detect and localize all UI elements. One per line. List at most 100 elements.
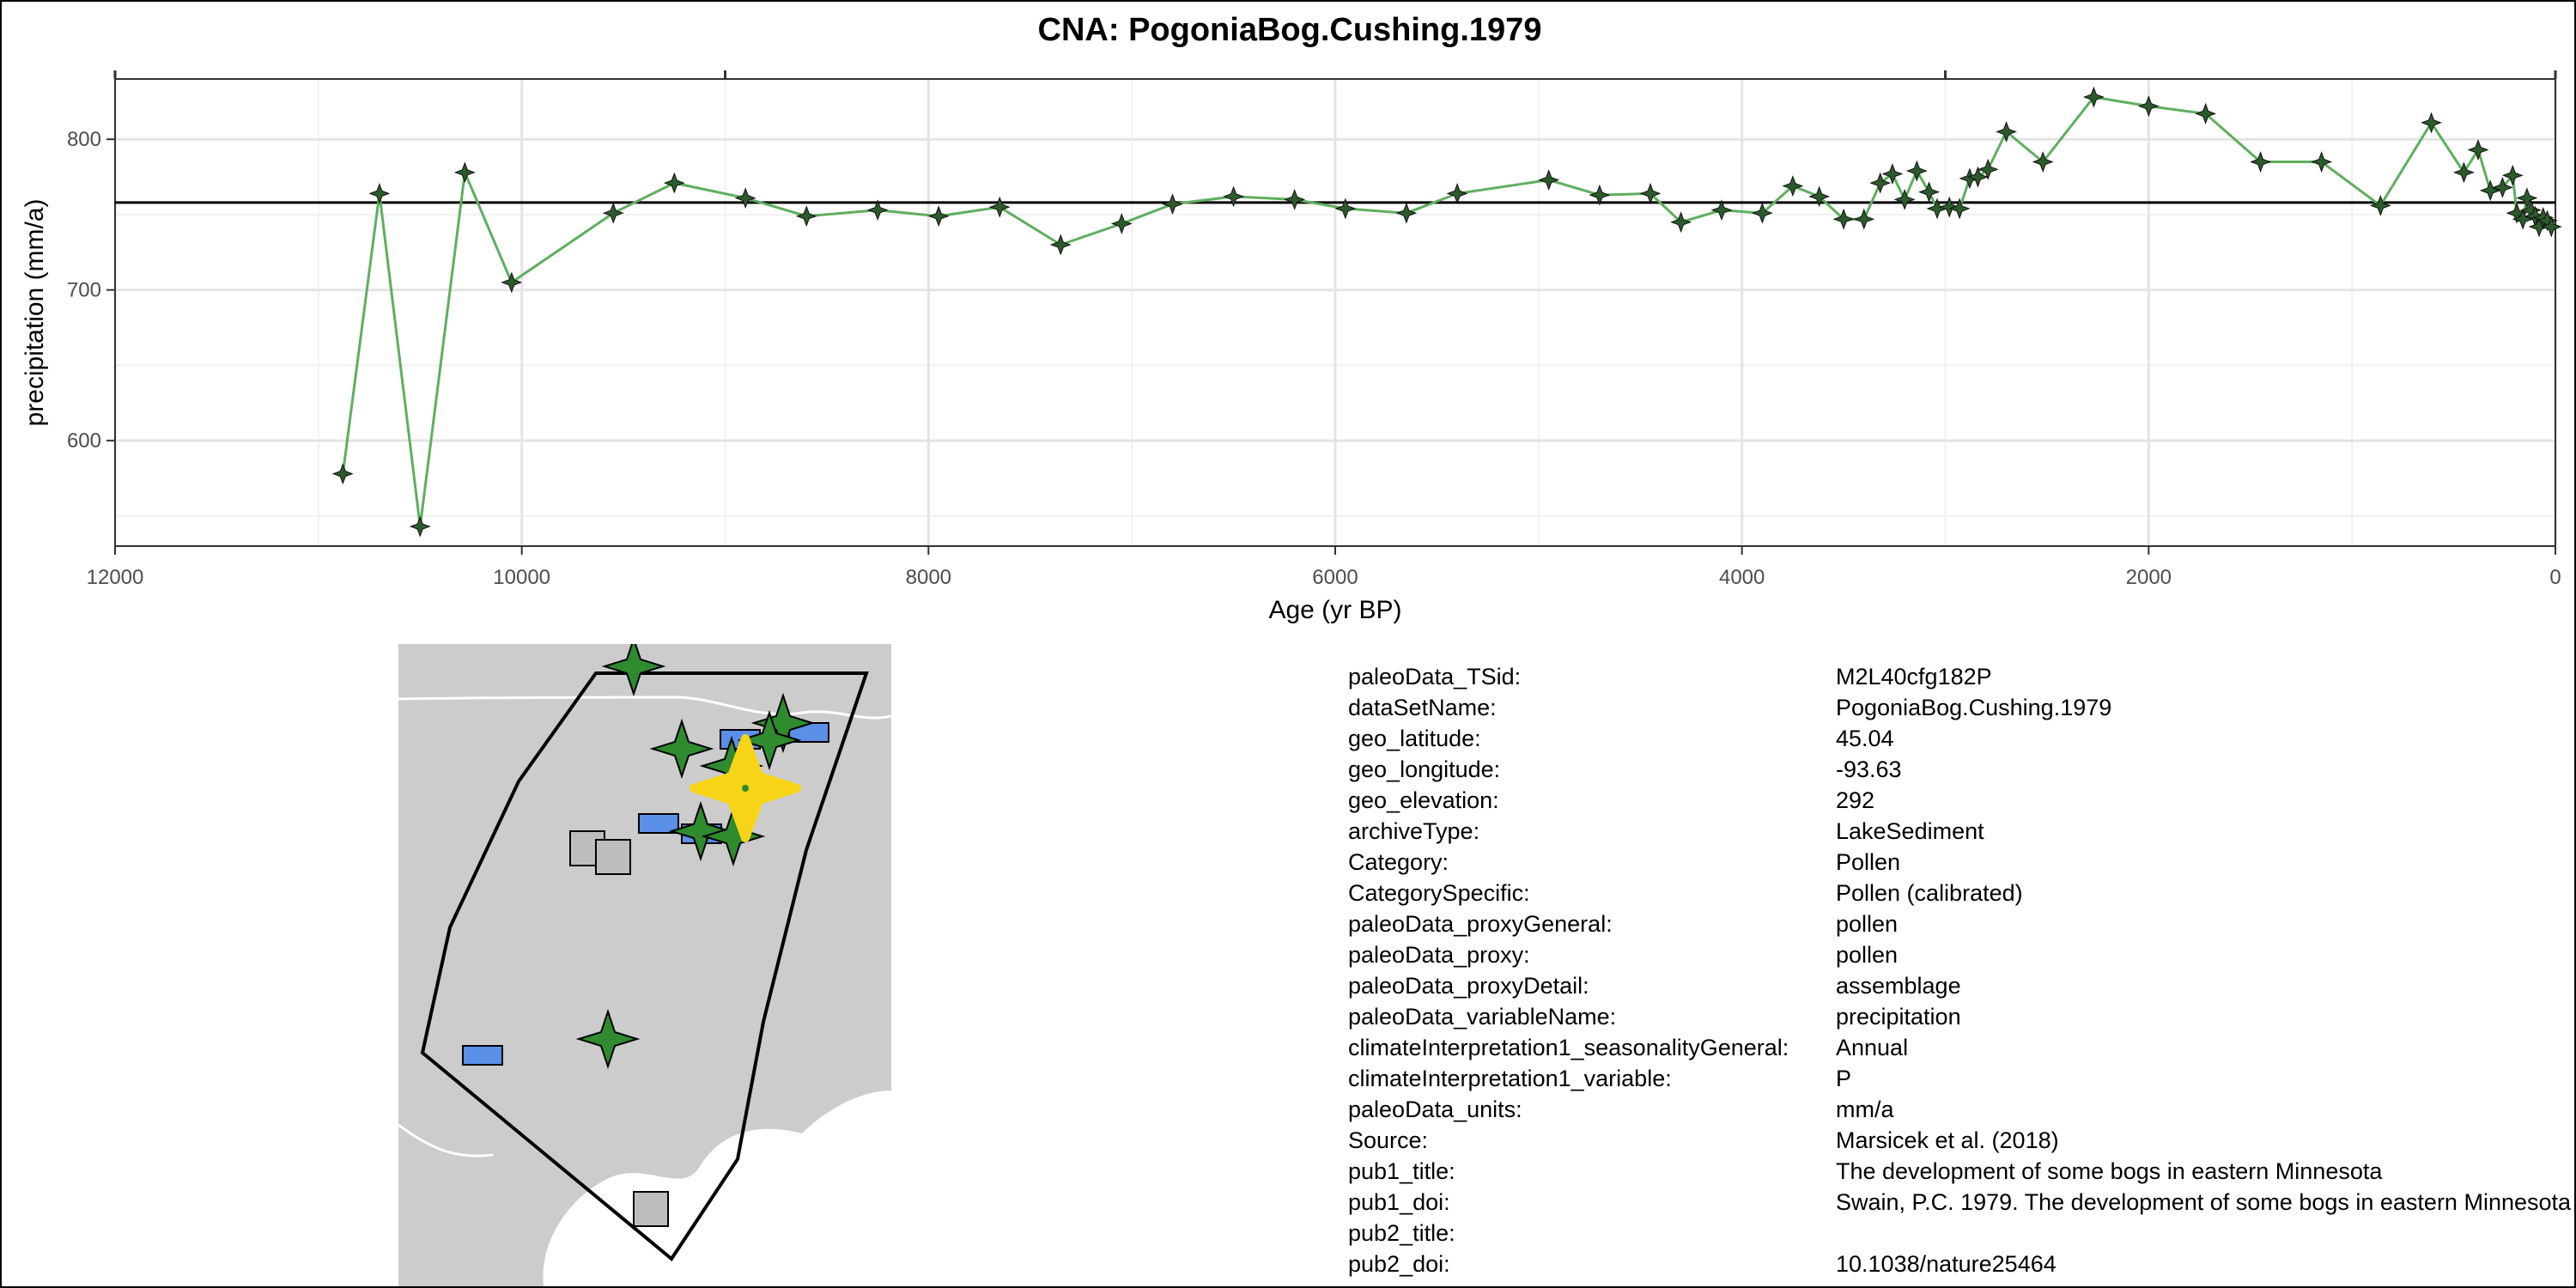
data-point — [2195, 102, 2217, 125]
metadata-row: climateInterpretation1_seasonalityGenera… — [1348, 1032, 2574, 1063]
data-point — [1395, 202, 1418, 224]
data-point — [663, 172, 685, 194]
metadata-key: pub2_title: — [1348, 1220, 1455, 1246]
metadata-value: -93.63 — [1836, 756, 1902, 782]
metadata-value: Pollen (calibrated) — [1836, 880, 2023, 906]
map-markers — [462, 644, 829, 1227]
metadata-key: geo_longitude: — [1348, 756, 1501, 782]
data-point — [1589, 184, 1611, 206]
metadata-row: pub2_title: — [1348, 1218, 2574, 1249]
y-axis-title: precipitation (mm/a) — [21, 198, 49, 426]
star-marker — [601, 644, 666, 697]
y-tick-label: 600 — [67, 429, 101, 453]
data-point — [2501, 164, 2524, 186]
map-border-line — [398, 696, 891, 720]
metadata-key: paleoData_TSid: — [1348, 664, 1522, 690]
metadata-value: The development of some bogs in eastern … — [1836, 1158, 2383, 1184]
map-region-outline — [420, 671, 869, 1261]
data-point — [453, 161, 476, 184]
metadata-key: archiveType: — [1348, 818, 1480, 844]
metadata-key: pub2_doi: — [1348, 1251, 1450, 1277]
data-point — [734, 187, 756, 210]
data-point — [409, 515, 431, 538]
metadata-row: paleoData_TSid: M2L40cfg182P — [1348, 661, 2574, 692]
metadata-value: assemblage — [1836, 973, 1961, 999]
axes — [106, 70, 2557, 555]
metadata-row: geo_latitude: 45.04 — [1348, 723, 2574, 754]
series-line — [341, 95, 2553, 527]
data-point — [927, 205, 950, 228]
map-north-region — [398, 644, 891, 720]
metadata-key: geo_elevation: — [1348, 787, 1499, 813]
data-point — [2479, 179, 2501, 202]
data-point — [2032, 151, 2054, 173]
metadata-value: mm/a — [1836, 1097, 1894, 1122]
x-tick-label: 2000 — [2126, 566, 2172, 589]
site-map — [398, 644, 891, 1286]
metadata-row: paleoData_proxy: pollen — [1348, 939, 2574, 970]
metadata-value: Marsicek et al. (2018) — [1836, 1127, 2059, 1153]
y-tick-label: 800 — [67, 128, 101, 151]
data-point — [1670, 211, 1692, 234]
data-point — [1223, 185, 1245, 208]
metadata-key: CategorySpecific: — [1348, 880, 1530, 906]
square-marker — [633, 1191, 669, 1227]
data-point — [2082, 86, 2105, 108]
data-point — [2137, 95, 2160, 118]
x-tick-label: 0 — [2549, 566, 2561, 589]
metadata-key: pub1_doi: — [1348, 1189, 1450, 1215]
metadata-key: geo_latitude: — [1348, 726, 1481, 751]
metadata-value: 45.04 — [1836, 726, 1894, 751]
metadata-value: 10.1038/nature25464 — [1836, 1251, 2057, 1277]
star-marker — [668, 800, 733, 862]
data-point — [1751, 202, 1773, 224]
metadata-key: pub1_title: — [1348, 1158, 1455, 1184]
metadata-value: precipitation — [1836, 1004, 1961, 1030]
metadata-row: paleoData_units: mm/a — [1348, 1094, 2574, 1125]
metadata-row: geo_longitude: -93.63 — [1348, 754, 2574, 785]
data-point — [2467, 139, 2489, 161]
data-point — [1710, 199, 1733, 222]
metadata-row: climateInterpretation1_variable: P — [1348, 1063, 2574, 1094]
chart-area: 12000 10000 8000 6000 4000 2000 0 600 700 800 Age… — [21, 70, 2562, 624]
metadata-row: Category: Pollen — [1348, 847, 2574, 878]
x-tick-label: 10000 — [493, 566, 550, 589]
map-state-line — [398, 1123, 494, 1157]
data-point — [1977, 158, 1999, 180]
data-point — [2453, 161, 2475, 184]
data-point — [1832, 208, 1855, 230]
metadata-row: paleoData_proxyGeneral: pollen — [1348, 908, 2574, 939]
data-point — [368, 182, 391, 204]
data-point — [1853, 208, 1875, 230]
metadata-key: Category: — [1348, 849, 1449, 875]
metadata-row: dataSetName: PogoniaBog.Cushing.1979 — [1348, 692, 2574, 723]
data-point — [1948, 197, 1971, 220]
star-marker — [649, 718, 714, 780]
metadata-row: CategorySpecific: Pollen (calibrated) — [1348, 878, 2574, 908]
data-point — [1446, 182, 1468, 204]
data-point — [1996, 120, 2017, 143]
metadata-row: archiveType: LakeSediment — [1348, 816, 2574, 847]
data-point — [2311, 151, 2333, 173]
x-tick-label: 8000 — [906, 566, 951, 589]
metadata-row: Source: Marsicek et al. (2018) — [1348, 1125, 2574, 1156]
x-tick-label: 4000 — [1719, 566, 1765, 589]
data-point — [1162, 193, 1183, 216]
metadata-value: M2L40cfg182P — [1836, 664, 1992, 690]
star-marker — [737, 709, 802, 771]
data-point — [2369, 194, 2391, 216]
site-dot — [742, 785, 749, 792]
metadata-value: pollen — [1836, 942, 1899, 968]
data-point — [1869, 172, 1892, 194]
data-point — [1782, 175, 1804, 197]
metadata-row: geo_elevation: 292 — [1348, 785, 2574, 816]
chart-title: CNA: PogoniaBog.Cushing.1979 — [1037, 12, 1542, 48]
data-markers — [331, 86, 2562, 538]
metadata-key: Source: — [1348, 1127, 1429, 1153]
data-point — [988, 196, 1011, 218]
rect-marker — [462, 1045, 503, 1066]
metadata-value: Pollen — [1836, 849, 1901, 875]
data-point — [1966, 166, 1989, 188]
data-point — [866, 199, 889, 222]
